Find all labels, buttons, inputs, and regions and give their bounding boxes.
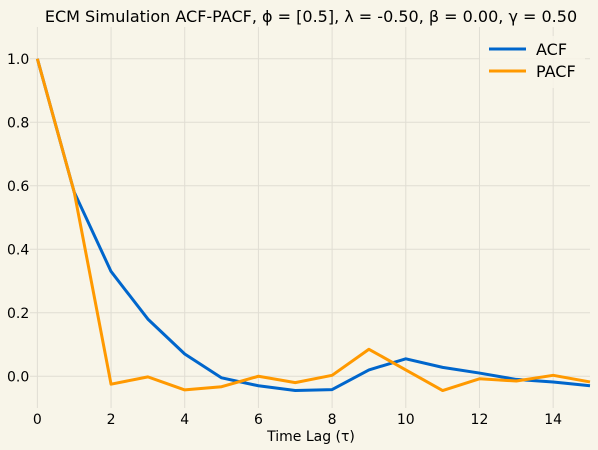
ticks: 0 2 4 6 8 10 12 14 0.0 0.2 0.4 0.6 0.8 1.0 bbox=[7, 52, 562, 428]
series-line-acf bbox=[35, 58, 591, 393]
grid bbox=[30, 27, 590, 408]
x-tick-label: 8 bbox=[328, 412, 337, 428]
y-tick-label: 0.2 bbox=[7, 306, 29, 322]
series bbox=[35, 58, 591, 393]
y-tick-label: 0.0 bbox=[7, 369, 29, 385]
x-tick-label: 4 bbox=[180, 412, 189, 428]
chart-title: ECM Simulation ACF-PACF, ϕ = [0.5], λ = … bbox=[45, 7, 577, 26]
y-tick-label: 0.4 bbox=[7, 242, 29, 258]
x-tick-label: 10 bbox=[397, 412, 415, 428]
y-tick-label: 1.0 bbox=[7, 52, 29, 68]
y-tick-label: 0.6 bbox=[7, 179, 29, 195]
x-tick-label: 6 bbox=[254, 412, 263, 428]
y-tick-label: 0.8 bbox=[7, 115, 29, 131]
legend-box bbox=[480, 36, 585, 88]
x-tick-label: 2 bbox=[107, 412, 116, 428]
series-line-pacf bbox=[35, 58, 591, 393]
legend-label-acf: ACF bbox=[536, 40, 567, 59]
x-tick-label: 12 bbox=[471, 412, 489, 428]
x-tick-label: 14 bbox=[544, 412, 562, 428]
x-tick-label: 0 bbox=[33, 412, 42, 428]
legend: ACF PACF bbox=[480, 36, 585, 88]
x-axis-label: Time Lag (τ) bbox=[266, 429, 355, 445]
legend-label-pacf: PACF bbox=[536, 62, 576, 81]
